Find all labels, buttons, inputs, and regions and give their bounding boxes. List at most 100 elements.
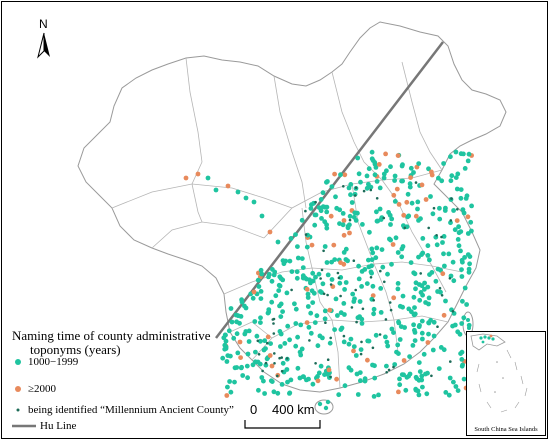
county-point [223, 338, 229, 344]
millennium-county-point [353, 194, 357, 197]
county-point [421, 351, 427, 357]
county-point [275, 390, 281, 396]
north-arrow: N [29, 17, 59, 61]
county-point [393, 235, 399, 241]
county-point [294, 269, 300, 275]
county-point [279, 382, 285, 387]
county-point [287, 258, 293, 264]
county-point [320, 190, 326, 196]
county-point [440, 271, 446, 277]
county-point [426, 166, 431, 172]
county-point [276, 288, 282, 293]
county-point [225, 353, 231, 358]
county-point [266, 309, 272, 315]
legend-dot-dark [16, 408, 20, 412]
county-point [460, 362, 465, 368]
county-point [395, 250, 401, 255]
millennium-county-point [354, 288, 358, 292]
county-point [426, 320, 431, 326]
legend-item-1000: 1000−1999 [10, 356, 78, 368]
county-point [419, 373, 425, 379]
county-point [268, 341, 273, 346]
county-point [346, 341, 352, 347]
county-point [356, 171, 362, 177]
county-point [377, 206, 383, 212]
county-point [347, 230, 352, 236]
county-point [441, 161, 446, 166]
millennium-county-point [304, 233, 308, 236]
county-point [225, 183, 231, 189]
county-point [394, 186, 400, 192]
county-point [430, 211, 436, 217]
county-point [329, 259, 334, 265]
south-china-sea-inset: South China Sea Islands [466, 331, 546, 436]
county-point [370, 283, 376, 289]
county-point [389, 261, 394, 267]
county-point [372, 172, 378, 178]
millennium-county-point [290, 288, 293, 292]
millennium-county-point [320, 268, 324, 272]
county-point [389, 216, 395, 222]
county-point [282, 341, 288, 346]
legend-label-hu-line: Hu Line [40, 420, 77, 432]
millennium-county-point [329, 375, 332, 379]
county-point [317, 333, 323, 339]
county-point [415, 388, 421, 394]
county-point [251, 199, 257, 205]
county-point [379, 247, 385, 253]
county-point [413, 374, 419, 380]
county-point [351, 214, 357, 220]
county-point [289, 269, 295, 274]
county-point [336, 392, 342, 398]
county-point [404, 199, 410, 205]
county-point [399, 254, 405, 260]
millennium-county-point [438, 286, 442, 290]
county-point [318, 197, 324, 202]
county-point [292, 301, 297, 307]
millennium-county-point [326, 293, 329, 297]
county-point [332, 171, 337, 177]
county-point [329, 184, 335, 190]
county-point [301, 374, 306, 380]
county-point [295, 244, 300, 250]
county-point [396, 389, 401, 395]
county-point [355, 392, 361, 397]
county-point [299, 256, 305, 261]
county-point [462, 166, 468, 171]
county-point [223, 332, 228, 338]
millennium-county-point [419, 272, 423, 275]
county-point [269, 379, 275, 384]
county-point [306, 324, 312, 330]
millennium-county-point [385, 371, 389, 374]
county-point [416, 324, 422, 330]
county-point [235, 189, 241, 195]
county-point [276, 282, 282, 288]
millennium-county-point [383, 280, 386, 284]
county-point [298, 352, 304, 358]
county-point [409, 200, 415, 206]
scale-bar: 0 400 km [242, 402, 352, 434]
county-point [412, 338, 418, 343]
millennium-county-point [273, 362, 276, 365]
county-point [278, 314, 284, 319]
county-point [309, 242, 315, 248]
county-point [342, 287, 347, 292]
county-point [308, 330, 314, 336]
county-point [455, 237, 461, 242]
county-point [324, 260, 330, 265]
millennium-county-point [361, 307, 365, 311]
county-point [455, 171, 461, 177]
county-point [453, 384, 459, 389]
county-point [357, 370, 363, 375]
millennium-county-point [375, 197, 379, 200]
county-point [453, 175, 459, 181]
county-point [256, 284, 262, 289]
county-point [342, 383, 348, 389]
county-point [461, 376, 467, 382]
county-point [280, 309, 285, 314]
county-point [352, 296, 357, 302]
county-point [308, 280, 313, 286]
county-point [395, 286, 401, 292]
county-point [205, 175, 211, 181]
county-point [323, 405, 329, 411]
